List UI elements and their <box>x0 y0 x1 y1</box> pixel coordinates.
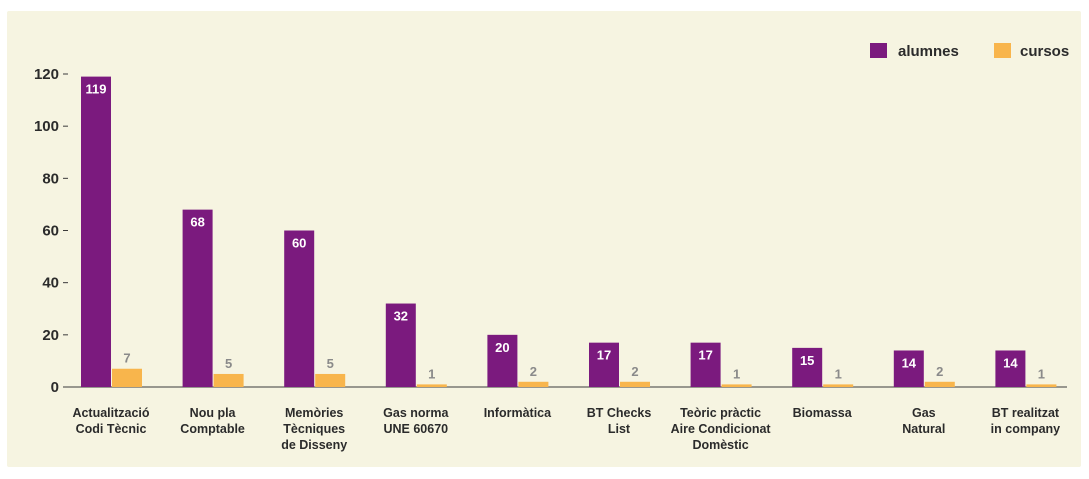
data-label-cursos: 5 <box>327 356 334 371</box>
y-tick-label: 120 <box>34 66 59 83</box>
data-label-alumnes: 119 <box>86 82 107 97</box>
category-label: Actualització Codi Tècnic <box>72 406 149 436</box>
bar-cursos <box>620 381 650 387</box>
y-tick-label: 60 <box>42 223 59 240</box>
bar-cursos <box>315 373 346 387</box>
legend-label-alumnes: alumnes <box>898 43 959 60</box>
category-label: BT Checks List <box>587 406 652 436</box>
chart-panel: 0 20 40 60 80 100 120 119 7 68 5 60 5 32 1 20 2 17 2 17 1 15… <box>7 11 1081 467</box>
data-label-cursos: 1 <box>428 366 435 381</box>
data-label-cursos: 1 <box>1038 366 1045 381</box>
bar-cursos <box>1026 384 1057 387</box>
category-label: Biomassa <box>793 406 853 420</box>
data-label-cursos: 2 <box>530 364 537 379</box>
bar-cursos <box>924 381 955 387</box>
data-label-cursos: 7 <box>123 351 130 366</box>
bar-cursos <box>721 384 752 387</box>
y-tick-label: 40 <box>42 275 59 292</box>
data-label-cursos: 2 <box>936 364 943 379</box>
bars: 119 7 68 5 60 5 32 1 20 2 17 2 17 1 15 1 14 2 14 1 <box>81 76 1057 387</box>
data-label-alumnes: 15 <box>800 353 814 368</box>
bar-alumnes <box>385 303 416 387</box>
bar-alumnes <box>690 342 721 387</box>
category-label: Gas norma UNE 60670 <box>383 406 449 436</box>
y-tick-label: 80 <box>42 170 59 187</box>
y-tick-label: 100 <box>34 118 59 135</box>
category-label: BT realitzat in company <box>991 406 1061 436</box>
data-label-cursos: 1 <box>733 366 740 381</box>
bar-alumnes <box>893 350 924 387</box>
bar-alumnes <box>81 76 111 387</box>
y-axis-ticks: 0 20 40 60 80 100 120 <box>34 66 68 396</box>
category-label: Nou pla Comptable <box>180 406 245 436</box>
category-labels: Actualització Codi Tècnic Nou pla Comptable… <box>72 406 1060 452</box>
data-label-cursos: 2 <box>631 364 638 379</box>
data-label-alumnes: 20 <box>495 340 509 355</box>
bar-cursos <box>112 368 142 387</box>
category-label: Gas Natural <box>902 406 945 436</box>
legend-swatch-alumnes <box>870 43 887 58</box>
bar-alumnes <box>487 334 518 387</box>
bar-cursos <box>823 384 854 387</box>
y-tick-label: 20 <box>42 327 59 344</box>
bar-alumnes <box>284 230 315 387</box>
category-label: Memòries Tècniques de Disseny <box>281 406 347 452</box>
bar-alumnes <box>995 350 1026 387</box>
legend-label-cursos: cursos <box>1020 43 1069 60</box>
category-label: Informàtica <box>484 406 552 420</box>
data-label-alumnes: 17 <box>698 348 712 363</box>
data-label-cursos: 1 <box>835 366 842 381</box>
data-label-alumnes: 32 <box>394 309 408 324</box>
data-label-alumnes: 60 <box>292 236 306 251</box>
bar-cursos <box>518 381 549 387</box>
bar-alumnes <box>792 347 823 387</box>
data-label-cursos: 5 <box>225 356 232 371</box>
bar-cursos <box>416 384 447 387</box>
category-label: Teòric pràctic Aire Condicionat Domèstic <box>671 406 772 452</box>
legend: alumnes cursos <box>870 43 1069 60</box>
bar-alumnes <box>589 342 619 387</box>
data-label-alumnes: 68 <box>190 215 204 230</box>
y-tick-label: 0 <box>51 379 59 396</box>
data-label-alumnes: 14 <box>1003 355 1018 370</box>
data-label-alumnes: 17 <box>597 348 611 363</box>
bar-cursos <box>213 373 244 387</box>
data-label-alumnes: 14 <box>902 355 917 370</box>
bar-alumnes <box>182 209 213 387</box>
legend-swatch-cursos <box>994 43 1011 58</box>
